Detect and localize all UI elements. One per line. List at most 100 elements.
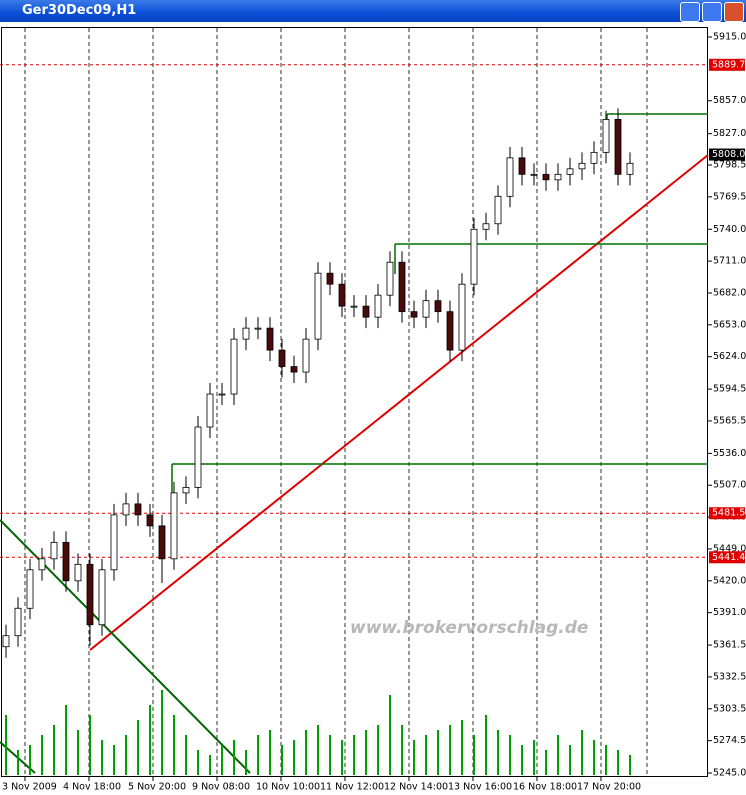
candle-body [86,563,94,626]
candle-body [590,151,598,164]
candle-body [26,569,34,609]
y-tick-label: 5682.0 [713,287,746,298]
candle-body [302,338,310,373]
candle-body [542,173,550,181]
x-tick-label: 9 Nov 08:00 [192,782,250,793]
candle-body [566,168,574,175]
price-label-box [709,507,745,520]
candle-body [74,563,82,582]
price-label-box [709,148,745,161]
candle-body [398,261,406,313]
y-tick-label: 5274.5 [713,735,746,746]
y-tick-label: 5565.5 [713,415,746,426]
x-tick-label: 11 Nov 12:00 [320,782,384,793]
price-label-box [709,58,745,71]
price-label: 5889.7 [712,59,745,70]
y-tick-label: 5536.0 [713,448,746,459]
candle-body [350,305,358,308]
candle-body [470,228,478,285]
candle-body [218,393,226,396]
candle-body [254,327,262,330]
background [0,22,746,795]
candle-body [242,327,250,340]
candle-body [578,162,586,170]
x-tick-label: 4 Nov 18:00 [63,782,121,793]
candle-body [122,503,130,516]
candle-body [326,272,334,285]
candle-body [14,607,22,637]
y-tick-label: 5653.0 [713,319,746,330]
y-tick-label: 5332.5 [713,671,746,682]
candle-body [602,119,610,153]
candle-body [446,311,454,351]
x-tick-label: 10 Nov 10:00 [256,782,320,793]
candle-body [158,525,166,560]
candle-body [134,503,142,516]
y-tick-label: 5245.0 [713,768,746,779]
watermark: www.brokervorschlag.de [350,618,588,638]
close-button[interactable] [724,2,744,22]
candle-body [482,223,490,230]
y-tick-label: 5391.0 [713,607,746,618]
y-tick-label: 5857.0 [713,95,746,106]
y-tick-label: 5827.0 [713,128,746,139]
maximize-button[interactable] [702,2,722,22]
y-tick-label: 5624.0 [713,351,746,362]
price-label: 5441.4 [712,552,745,563]
y-tick-label: 5594.5 [713,384,746,395]
y-tick-label: 5798.5 [713,159,746,170]
x-tick-label: 17 Nov 20:00 [577,782,641,793]
x-tick-label: 13 Nov 16:00 [448,782,512,793]
candle-body [530,173,538,176]
candle-body [98,569,106,626]
candle-body [182,487,190,494]
candle-body [458,283,466,351]
candle-body [194,426,202,488]
y-tick-label: 5740.0 [713,224,746,235]
candle-body [230,338,238,395]
price-label: 5481.5 [712,508,745,519]
candle-body [506,157,514,197]
candle-body [434,300,442,313]
x-tick-label: 5 Nov 20:00 [128,782,186,793]
candle-body [266,327,274,351]
plot-frame [1,27,708,777]
candle-body [206,393,214,428]
chart: 5915.0 5857.0 5827.0 5798.5 5769.5 5740.0 5711… [0,22,746,795]
candle-body [554,173,562,181]
y-tick-label: 5711.0 [713,256,746,267]
candle-body [386,261,394,296]
candle-body [410,311,418,318]
y-tick-label: 5303.5 [713,703,746,714]
candle-body [518,157,526,175]
candle-body [494,195,502,225]
candle-body [62,541,70,582]
candle-body [374,294,382,318]
y-tick-label: 5449.0 [713,543,746,554]
candle-body [338,283,346,307]
x-tick-label: 16 Nov 18:00 [513,782,577,793]
title-bar: Ger30Dec09,H1 [0,0,746,22]
candle-body [110,514,118,571]
candle-body [146,514,154,527]
y-tick-label: 5915.0 [713,32,746,43]
y-tick-label: 5361.5 [713,640,746,651]
y-tick-label: 5420.0 [713,575,746,586]
candle-body [2,635,10,648]
y-tick-label: 5769.5 [713,191,746,202]
candle-body [50,541,58,560]
candle-body [38,558,46,571]
price-label: 5808.0 [712,149,745,160]
candle-body [362,305,370,318]
minimize-button[interactable] [680,2,700,22]
window-title: Ger30Dec09,H1 [22,3,137,18]
y-tick-label: 5507.0 [713,480,746,491]
candle-body [290,366,298,373]
candle-body [170,492,178,560]
price-label-box [709,551,745,564]
candle-body [278,349,286,367]
candle-body [626,162,634,175]
candle-body [614,119,622,175]
candle-body [314,272,322,340]
